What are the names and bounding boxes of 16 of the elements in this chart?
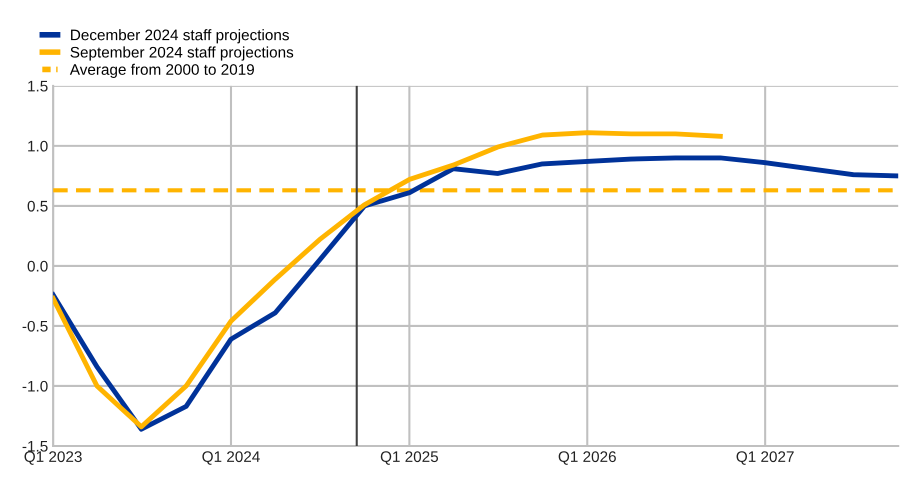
y-tick-label: 1.5 — [28, 80, 48, 92]
x-tick-label: Q1 2026 — [558, 451, 616, 465]
y-tick-label: -1.5 — [22, 441, 48, 452]
y-tick-label: -1.0 — [22, 380, 48, 392]
x-tick-label: Q1 2025 — [380, 451, 438, 465]
x-tick-label: Q1 2024 — [202, 451, 260, 465]
y-tick-label: -0.5 — [22, 320, 48, 332]
y-tick-label: 0.0 — [28, 260, 48, 272]
x-tick-label: Q1 2027 — [736, 451, 794, 465]
line-series — [53, 155, 898, 432]
x-tick-label: Q1 2023 — [24, 451, 82, 465]
y-tick-label: 1.0 — [28, 140, 48, 152]
legend-label: Average from 2000 to 2019 — [70, 64, 254, 78]
y-tick-label: 0.5 — [28, 200, 48, 212]
legend-label: September 2024 staff projections — [70, 46, 294, 61]
legend-label: December 2024 staff projections — [71, 29, 289, 44]
